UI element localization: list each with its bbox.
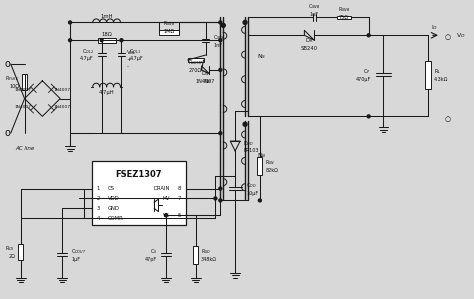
- Text: C$_{OL2}$
4.7μF: C$_{OL2}$ 4.7μF: [80, 47, 94, 61]
- Text: C$_{DD}$
10μF: C$_{DD}$ 10μF: [246, 181, 258, 196]
- Bar: [257, 157, 263, 175]
- Text: C$_{COUT}$
1μF: C$_{COUT}$ 1μF: [71, 248, 86, 262]
- Text: C$_S$
47pF: C$_S$ 47pF: [145, 248, 157, 262]
- Text: R$_L$
4.3kΩ: R$_L$ 4.3kΩ: [434, 68, 448, 82]
- Text: N$_S$: N$_S$: [257, 53, 266, 62]
- Circle shape: [214, 197, 217, 200]
- Text: D$_{IN}$
1N4007: D$_{IN}$ 1N4007: [196, 69, 215, 84]
- Circle shape: [219, 187, 222, 190]
- Bar: [18, 244, 23, 260]
- Text: 8: 8: [177, 186, 181, 191]
- Text: 1mH: 1mH: [100, 14, 113, 19]
- Circle shape: [120, 39, 123, 42]
- Bar: [92, 161, 186, 225]
- Text: +: +: [127, 57, 131, 62]
- Text: I$_O$: I$_O$: [431, 23, 438, 32]
- Text: 3: 3: [97, 206, 100, 211]
- Text: 1N4007: 1N4007: [53, 106, 70, 109]
- Text: R$_{SN}$
82kΩ: R$_{SN}$ 82kΩ: [265, 158, 278, 173]
- Circle shape: [69, 39, 72, 42]
- Circle shape: [221, 23, 225, 28]
- Text: COMR: COMR: [108, 216, 123, 221]
- Circle shape: [219, 132, 222, 135]
- Text: VDD: VDD: [108, 196, 119, 201]
- Bar: [22, 74, 27, 90]
- Bar: [425, 61, 431, 89]
- Text: AC line: AC line: [16, 147, 35, 152]
- Text: FSEZ1307: FSEZ1307: [116, 170, 162, 179]
- Text: V$_O$: V$_O$: [456, 31, 465, 40]
- Text: 1N4007: 1N4007: [15, 88, 31, 92]
- Text: R$_{CS}$
2Ω: R$_{CS}$ 2Ω: [5, 245, 15, 259]
- Text: 4: 4: [97, 216, 100, 221]
- Text: DRAIN: DRAIN: [154, 186, 170, 191]
- Circle shape: [219, 68, 222, 71]
- Circle shape: [243, 122, 247, 126]
- Text: N$_P$: N$_P$: [203, 77, 212, 86]
- Circle shape: [219, 39, 222, 42]
- Text: 18Ω: 18Ω: [101, 32, 112, 37]
- Text: C$_{SNB}$
1nF: C$_{SNB}$ 1nF: [213, 33, 226, 48]
- Bar: [159, 30, 179, 35]
- Text: o: o: [5, 128, 11, 138]
- Text: R$_{FUSE}$
10Ω: R$_{FUSE}$ 10Ω: [5, 74, 19, 89]
- Text: N$_B$: N$_B$: [257, 152, 266, 160]
- Bar: [188, 57, 203, 62]
- Text: C$_P$
470μF: C$_P$ 470μF: [356, 68, 371, 82]
- Text: ○: ○: [445, 116, 451, 122]
- Text: R$_{SD}$
348kΩ: R$_{SD}$ 348kΩ: [201, 248, 217, 262]
- Bar: [337, 16, 351, 19]
- Circle shape: [367, 34, 370, 37]
- Text: 1N4007: 1N4007: [15, 106, 31, 109]
- Text: V$_{OL}$: V$_{OL}$: [127, 48, 137, 57]
- Text: D$_R$
SB240: D$_R$ SB240: [301, 36, 318, 51]
- Text: 1: 1: [97, 186, 100, 191]
- Text: C$_{SNB}$
1nF: C$_{SNB}$ 1nF: [308, 2, 320, 17]
- Text: HV: HV: [163, 196, 170, 201]
- Circle shape: [100, 39, 103, 42]
- Circle shape: [367, 115, 370, 118]
- Text: R$_{SNB}$
1MΩ: R$_{SNB}$ 1MΩ: [163, 19, 175, 34]
- Circle shape: [219, 199, 222, 202]
- Text: 2: 2: [97, 196, 100, 201]
- Text: -: -: [127, 64, 128, 69]
- Text: 4.7μH: 4.7μH: [99, 90, 114, 95]
- Circle shape: [258, 199, 261, 202]
- Text: 5: 5: [177, 213, 181, 218]
- Circle shape: [243, 20, 247, 25]
- Text: ○: ○: [445, 34, 451, 40]
- Text: D$_{DD}$
FR103: D$_{DD}$ FR103: [243, 139, 259, 153]
- Text: VS: VS: [163, 213, 170, 218]
- Text: C$_{OL1}$
4.7μF: C$_{OL1}$ 4.7μF: [129, 47, 143, 61]
- Text: CS: CS: [108, 186, 115, 191]
- Circle shape: [69, 21, 72, 24]
- Bar: [98, 38, 116, 43]
- Text: R$_{COMP}$
270Ω: R$_{COMP}$ 270Ω: [188, 58, 203, 73]
- Text: R$_{SNB}$
75Ω: R$_{SNB}$ 75Ω: [338, 5, 350, 20]
- Circle shape: [219, 21, 222, 24]
- Text: 1N4007: 1N4007: [53, 88, 70, 92]
- Text: o: o: [5, 59, 11, 69]
- Text: GND: GND: [108, 206, 119, 211]
- Bar: [193, 246, 198, 264]
- Circle shape: [164, 214, 167, 217]
- Text: 7: 7: [177, 196, 181, 201]
